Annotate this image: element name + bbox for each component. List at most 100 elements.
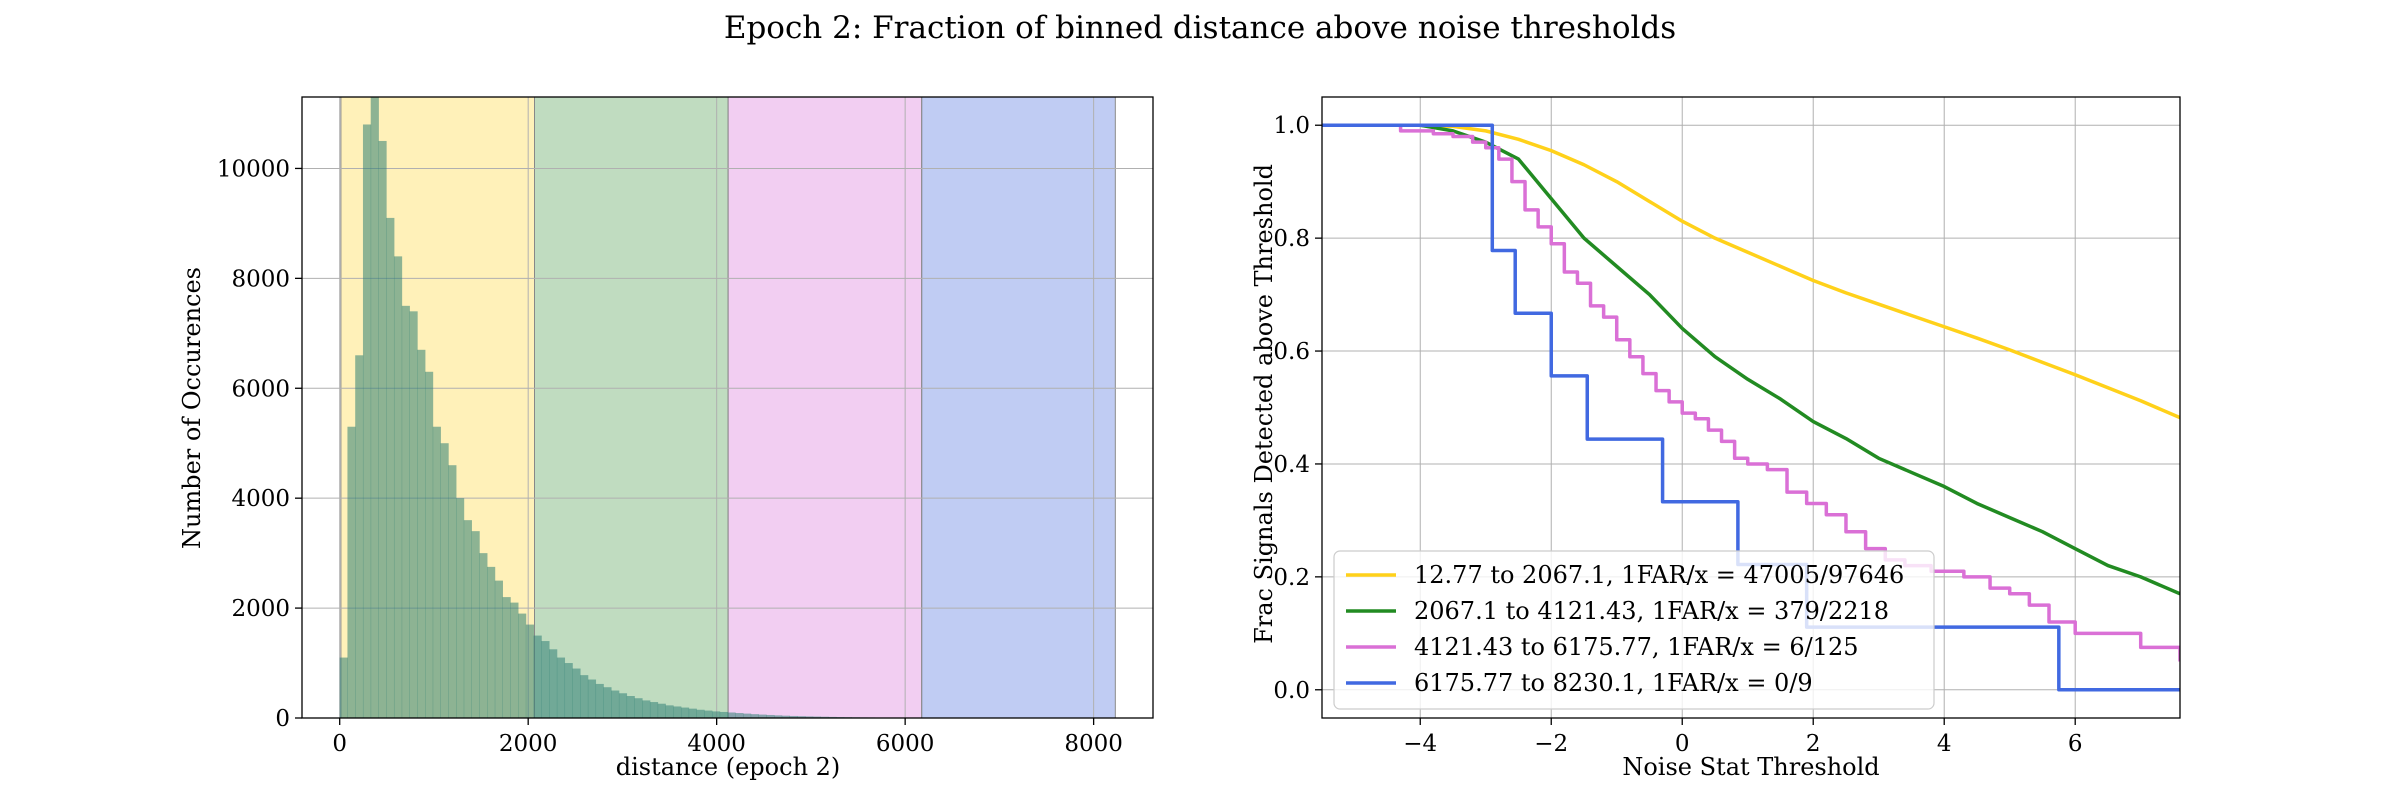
histogram-bar (750, 714, 759, 718)
threshold-x-tick-label: 4 (1937, 731, 1952, 757)
histogram-bar (401, 305, 410, 718)
histogram-bar (393, 256, 403, 718)
histogram-bar (417, 349, 426, 718)
histogram-bar (711, 711, 721, 718)
histogram-bar (634, 698, 643, 718)
series-line-4 (1322, 123, 2180, 692)
threshold-x-tick-label: 6 (2068, 731, 2083, 757)
histogram-bar (626, 696, 635, 718)
threshold-y-axis-label: Frac Signals Detected above Threshold (1250, 164, 1278, 644)
histogram-bar (727, 712, 736, 718)
histogram-x-tick-label: 8000 (1064, 731, 1123, 757)
threshold-y-tick-label: 1.0 (1273, 113, 1310, 139)
histogram-y-axis-label: Number of Occurences (178, 267, 206, 549)
distance-bin-band-3 (727, 97, 923, 718)
legend-label: 4121.43 to 6175.77, 1FAR/x = 6/125 (1414, 633, 1859, 661)
threshold-y-tick-label: 0.6 (1273, 339, 1310, 365)
histogram-bar (425, 371, 434, 718)
histogram-bar (525, 624, 534, 718)
histogram-bar (510, 602, 519, 718)
threshold-x-tick-label: 0 (1675, 731, 1690, 757)
legend-item: 2067.1 to 4121.43, 1FAR/x = 379/2218 (1346, 597, 1889, 625)
legend-item: 4121.43 to 6175.77, 1FAR/x = 6/125 (1346, 633, 1859, 661)
histogram-bar (743, 713, 752, 718)
histogram-y-tick-label: 8000 (231, 266, 290, 292)
histogram-bar (781, 715, 790, 718)
threshold-y-tick-label: 0.0 (1273, 678, 1310, 704)
threshold-y-tick-label: 0.8 (1273, 226, 1310, 252)
legend: 12.77 to 2067.1, 1FAR/x = 47005/97646 206… (1333, 550, 1935, 710)
histogram-y-tick-label: 2000 (231, 596, 290, 622)
histogram-bar (518, 613, 527, 718)
histogram-bar (642, 700, 651, 718)
histogram-bar (541, 641, 550, 718)
histogram-bar (665, 705, 674, 718)
histogram-bar (580, 675, 589, 718)
legend-label: 6175.77 to 8230.1, 1FAR/x = 0/9 (1414, 669, 1813, 697)
histogram-bar (479, 553, 488, 718)
threshold-x-ticks: −4 −2 0 2 4 6 (1403, 718, 2083, 757)
histogram-bar (805, 716, 814, 718)
legend-label: 12.77 to 2067.1, 1FAR/x = 47005/97646 (1414, 561, 1904, 589)
histogram-bar (735, 713, 744, 718)
histogram-bar (502, 597, 511, 718)
histogram-bar (432, 426, 441, 718)
histogram-bar (572, 668, 581, 718)
series-line-1 (1322, 123, 2180, 420)
threshold-y-tick-label: 0.2 (1273, 565, 1310, 591)
histogram-bar (618, 693, 628, 718)
legend-label: 2067.1 to 4121.43, 1FAR/x = 379/2218 (1414, 597, 1889, 625)
histogram-bar (673, 706, 682, 718)
legend-item: 12.77 to 2067.1, 1FAR/x = 47005/97646 (1346, 561, 1904, 589)
histogram-bar (766, 714, 775, 718)
histogram-bar (611, 690, 620, 718)
threshold-x-axis-label: Noise Stat Threshold (1622, 753, 1879, 781)
histogram-bar (603, 687, 612, 718)
histogram-x-tick-label: 6000 (876, 731, 935, 757)
histogram-bar (688, 708, 697, 718)
histogram-x-tick-label: 0 (332, 731, 347, 757)
histogram-bar (774, 715, 783, 718)
histogram-bar (587, 679, 597, 718)
histogram-bar (494, 580, 503, 718)
histogram-bar (696, 709, 705, 718)
histogram-bar (649, 702, 659, 718)
legend-item: 6175.77 to 8230.1, 1FAR/x = 0/9 (1346, 669, 1813, 697)
histogram-plot-area (301, 96, 1154, 719)
histogram-bar (362, 124, 372, 718)
histogram-bar (719, 711, 728, 718)
histogram-bar (680, 707, 690, 718)
series-line-2 (1322, 123, 2180, 596)
threshold-panel: −4 −2 0 2 4 6 0.0 0.2 0.4 0.6 0.8 1.0 Noise Stat T… (1250, 96, 2181, 781)
histogram-frame (301, 96, 1154, 719)
histogram-bar (487, 566, 496, 718)
histogram-x-tick-label: 4000 (687, 731, 746, 757)
histogram-bar (564, 663, 573, 718)
histogram-bar (339, 657, 348, 718)
histogram-bar (456, 498, 465, 718)
histogram-bar (704, 710, 713, 718)
histogram-y-tick-label: 4000 (231, 486, 290, 512)
histogram-bar (556, 657, 566, 718)
histogram-bar (657, 703, 666, 718)
histogram-bar (347, 426, 356, 718)
histogram-bar (533, 635, 542, 718)
histogram-bar (797, 716, 806, 718)
histogram-y-ticks: 0 2000 4000 6000 8000 10000 (217, 156, 302, 732)
histogram-bar (471, 531, 480, 718)
threshold-x-tick-label: 2 (1806, 731, 1821, 757)
distance-bin-band-4 (921, 97, 1116, 718)
histogram-bar (758, 714, 767, 718)
legend-box (1333, 550, 1935, 710)
histogram-bar (549, 649, 558, 718)
figure-title: Epoch 2: Fraction of binned distance abo… (724, 10, 1676, 46)
threshold-frame (1321, 96, 2181, 719)
histogram-x-ticks: 0 2000 4000 6000 8000 (332, 718, 1123, 757)
histogram-bar (595, 683, 604, 718)
histogram-x-axis-label: distance (epoch 2) (616, 753, 841, 781)
histogram-bar (409, 311, 418, 718)
histogram-bar (789, 715, 798, 718)
histogram-y-tick-label: 6000 (231, 376, 290, 402)
histogram-bar (386, 217, 395, 718)
histogram-x-tick-label: 2000 (499, 731, 558, 757)
